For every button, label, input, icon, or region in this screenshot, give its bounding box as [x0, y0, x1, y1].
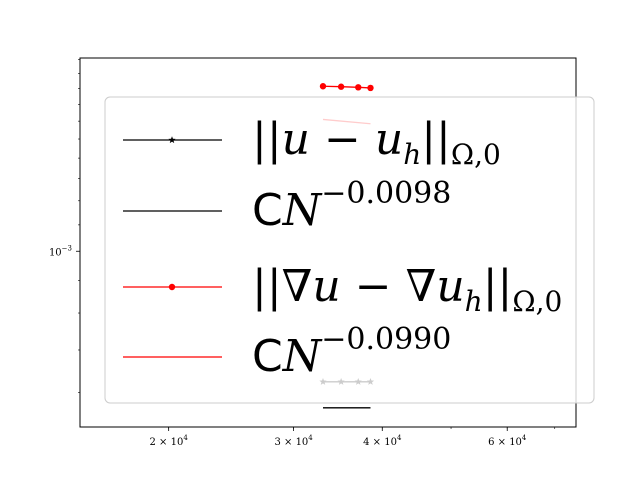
- data-point: [319, 83, 327, 90]
- series-line-2: [322, 85, 371, 89]
- legend-label: CN−0.0098: [252, 176, 451, 236]
- legend-box: [104, 96, 595, 404]
- legend-label: ||u − uh||Ω,0: [252, 114, 501, 171]
- legend-label: CN−0.0990: [252, 322, 451, 382]
- y-tick-label: 10−3: [49, 244, 72, 258]
- legend-handle-marker: [168, 136, 176, 144]
- legend-label: ||∇u − ∇uh||Ω,0: [252, 261, 562, 318]
- data-point: [367, 84, 374, 92]
- data-point: [337, 83, 345, 90]
- x-tick-label: 3 × 104: [274, 434, 313, 448]
- legend-handle-marker: [168, 283, 176, 291]
- x-tick-label: 6 × 104: [488, 434, 527, 448]
- data-point: [355, 84, 362, 91]
- x-tick-label: 4 × 104: [363, 434, 402, 448]
- x-tick-label: 2 × 104: [149, 434, 188, 448]
